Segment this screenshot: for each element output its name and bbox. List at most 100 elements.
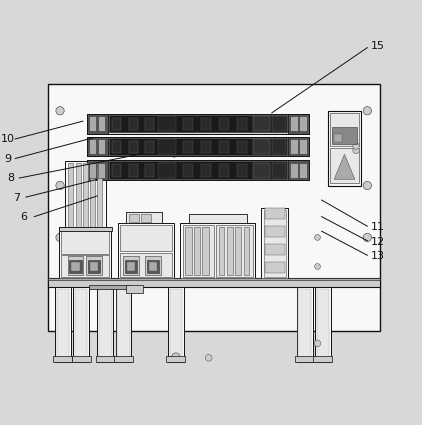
Bar <box>72 356 91 362</box>
Bar <box>89 116 96 131</box>
Bar <box>61 231 109 254</box>
Bar <box>89 139 96 154</box>
Bar <box>127 285 143 294</box>
Bar <box>98 163 106 178</box>
Bar <box>89 285 129 289</box>
Bar <box>118 223 174 279</box>
Circle shape <box>314 264 320 269</box>
Bar <box>112 141 121 153</box>
Bar <box>183 118 193 130</box>
Bar <box>127 262 135 271</box>
Bar <box>236 141 247 153</box>
Bar <box>87 113 108 133</box>
Bar <box>219 118 229 130</box>
Bar <box>295 356 314 362</box>
Bar <box>166 356 185 362</box>
Bar <box>90 262 98 271</box>
Bar <box>170 289 182 360</box>
Circle shape <box>314 340 321 347</box>
Bar <box>141 214 151 221</box>
Bar <box>297 287 313 362</box>
Bar <box>125 260 137 273</box>
Bar <box>88 260 100 273</box>
Text: 6: 6 <box>20 212 27 222</box>
Bar <box>69 260 81 273</box>
Bar <box>90 163 95 227</box>
Bar <box>236 118 247 130</box>
Bar <box>330 148 359 184</box>
Bar <box>116 287 132 362</box>
Bar <box>120 253 172 277</box>
Bar <box>272 139 287 154</box>
Bar <box>112 118 121 130</box>
Bar <box>288 160 309 180</box>
Bar <box>158 163 176 178</box>
Bar <box>99 289 111 360</box>
Bar <box>129 214 139 221</box>
Bar <box>75 289 87 360</box>
Circle shape <box>65 235 70 240</box>
Bar <box>55 287 71 362</box>
Bar <box>97 163 103 227</box>
Bar <box>120 225 172 251</box>
Circle shape <box>206 354 212 361</box>
Bar <box>185 227 192 275</box>
Circle shape <box>363 181 371 190</box>
Bar <box>59 227 111 231</box>
Bar <box>87 113 309 133</box>
Text: 10: 10 <box>1 133 15 144</box>
Bar <box>48 278 380 287</box>
Text: 11: 11 <box>371 222 385 232</box>
Bar <box>183 141 193 153</box>
Bar <box>145 141 154 153</box>
Text: 7: 7 <box>13 193 20 203</box>
Bar <box>272 163 287 178</box>
Text: 12: 12 <box>371 237 385 246</box>
Bar <box>299 139 307 154</box>
Bar <box>145 164 154 177</box>
Bar <box>330 113 359 146</box>
Bar <box>288 136 309 156</box>
Circle shape <box>363 233 371 241</box>
Bar <box>59 227 111 279</box>
Bar <box>86 256 102 275</box>
Bar <box>145 256 161 275</box>
Bar <box>68 163 73 227</box>
Polygon shape <box>334 154 355 179</box>
Bar <box>314 356 333 362</box>
Bar <box>147 260 159 273</box>
Bar <box>117 289 130 360</box>
Bar <box>71 262 80 271</box>
Bar <box>219 227 225 275</box>
Bar <box>108 115 287 132</box>
Bar <box>87 136 108 156</box>
Circle shape <box>314 235 320 240</box>
Bar <box>332 128 357 144</box>
Bar <box>219 141 229 153</box>
Bar <box>129 164 138 177</box>
Circle shape <box>353 143 360 149</box>
Circle shape <box>171 151 177 157</box>
Bar <box>183 164 193 177</box>
Bar <box>265 208 285 219</box>
Bar <box>68 256 83 275</box>
Bar <box>112 164 121 177</box>
Bar <box>48 84 380 331</box>
Bar <box>181 223 255 279</box>
Bar <box>263 210 287 277</box>
Bar <box>145 118 154 130</box>
Bar <box>76 163 81 227</box>
Text: 13: 13 <box>371 251 385 261</box>
Bar <box>98 116 106 131</box>
Circle shape <box>172 353 180 361</box>
Bar <box>89 163 96 178</box>
Bar <box>243 227 249 275</box>
Bar <box>288 113 309 133</box>
Bar <box>200 141 211 153</box>
Bar <box>298 289 311 360</box>
Bar <box>194 227 200 275</box>
Bar <box>235 227 241 275</box>
Bar <box>299 116 307 131</box>
Bar <box>108 162 287 179</box>
Circle shape <box>56 181 64 190</box>
